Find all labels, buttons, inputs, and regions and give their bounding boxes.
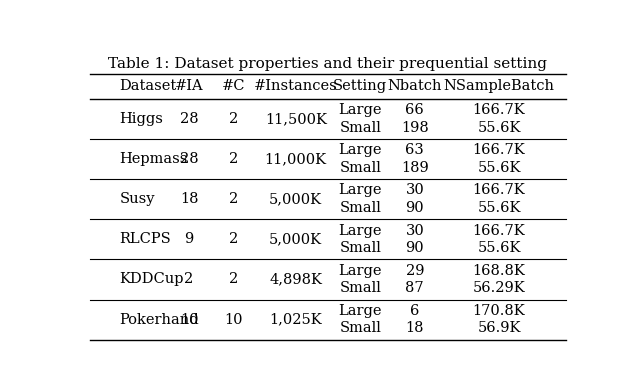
Text: 55.6K: 55.6K — [477, 161, 521, 175]
Text: 56.29K: 56.29K — [473, 281, 525, 295]
Text: 11,000K: 11,000K — [265, 152, 327, 166]
Text: Hepmass: Hepmass — [120, 152, 188, 166]
Text: #C: #C — [222, 80, 246, 94]
Text: 10: 10 — [225, 312, 243, 326]
Text: Small: Small — [339, 201, 381, 215]
Text: 5,000K: 5,000K — [269, 192, 323, 206]
Text: #IA: #IA — [175, 80, 204, 94]
Text: 166.7K: 166.7K — [473, 183, 525, 197]
Text: Small: Small — [339, 281, 381, 295]
Text: Small: Small — [339, 321, 381, 335]
Text: 55.6K: 55.6K — [477, 121, 521, 135]
Text: Higgs: Higgs — [120, 112, 164, 126]
Text: 5,000K: 5,000K — [269, 232, 323, 246]
Text: 90: 90 — [406, 201, 424, 215]
Text: 18: 18 — [406, 321, 424, 335]
Text: 189: 189 — [401, 161, 429, 175]
Text: #Instances: #Instances — [254, 80, 338, 94]
Text: 66: 66 — [405, 103, 424, 117]
Text: Large: Large — [339, 264, 382, 278]
Text: 10: 10 — [180, 312, 198, 326]
Text: 30: 30 — [405, 183, 424, 197]
Text: Table 1: Dataset properties and their prequential setting: Table 1: Dataset properties and their pr… — [109, 57, 547, 71]
Text: Susy: Susy — [120, 192, 155, 206]
Text: Small: Small — [339, 161, 381, 175]
Text: 2: 2 — [184, 273, 194, 287]
Text: 56.9K: 56.9K — [477, 321, 521, 335]
Text: 6: 6 — [410, 304, 419, 318]
Text: Large: Large — [339, 223, 382, 238]
Text: 87: 87 — [406, 281, 424, 295]
Text: 28: 28 — [180, 152, 198, 166]
Text: 2: 2 — [229, 152, 238, 166]
Text: 166.7K: 166.7K — [473, 223, 525, 238]
Text: Large: Large — [339, 103, 382, 117]
Text: 1,025K: 1,025K — [269, 312, 322, 326]
Text: Dataset: Dataset — [120, 80, 177, 94]
Text: Large: Large — [339, 183, 382, 197]
Text: Large: Large — [339, 144, 382, 158]
Text: Large: Large — [339, 304, 382, 318]
Text: 2: 2 — [229, 112, 238, 126]
Text: 198: 198 — [401, 121, 429, 135]
Text: 63: 63 — [405, 144, 424, 158]
Text: Nbatch: Nbatch — [388, 80, 442, 94]
Text: Pokerhand: Pokerhand — [120, 312, 199, 326]
Text: 2: 2 — [229, 232, 238, 246]
Text: 4,898K: 4,898K — [269, 273, 323, 287]
Text: 28: 28 — [180, 112, 198, 126]
Text: 170.8K: 170.8K — [473, 304, 525, 318]
Text: 2: 2 — [229, 273, 238, 287]
Text: 55.6K: 55.6K — [477, 201, 521, 215]
Text: Small: Small — [339, 241, 381, 255]
Text: KDDCup: KDDCup — [120, 273, 184, 287]
Text: 18: 18 — [180, 192, 198, 206]
Text: Setting: Setting — [333, 80, 387, 94]
Text: 55.6K: 55.6K — [477, 241, 521, 255]
Text: 9: 9 — [184, 232, 194, 246]
Text: 166.7K: 166.7K — [473, 144, 525, 158]
Text: 2: 2 — [229, 192, 238, 206]
Text: 168.8K: 168.8K — [473, 264, 525, 278]
Text: 90: 90 — [406, 241, 424, 255]
Text: RLCPS: RLCPS — [120, 232, 172, 246]
Text: 30: 30 — [405, 223, 424, 238]
Text: 166.7K: 166.7K — [473, 103, 525, 117]
Text: Small: Small — [339, 121, 381, 135]
Text: NSampleBatch: NSampleBatch — [444, 80, 555, 94]
Text: 29: 29 — [406, 264, 424, 278]
Text: 11,500K: 11,500K — [265, 112, 327, 126]
